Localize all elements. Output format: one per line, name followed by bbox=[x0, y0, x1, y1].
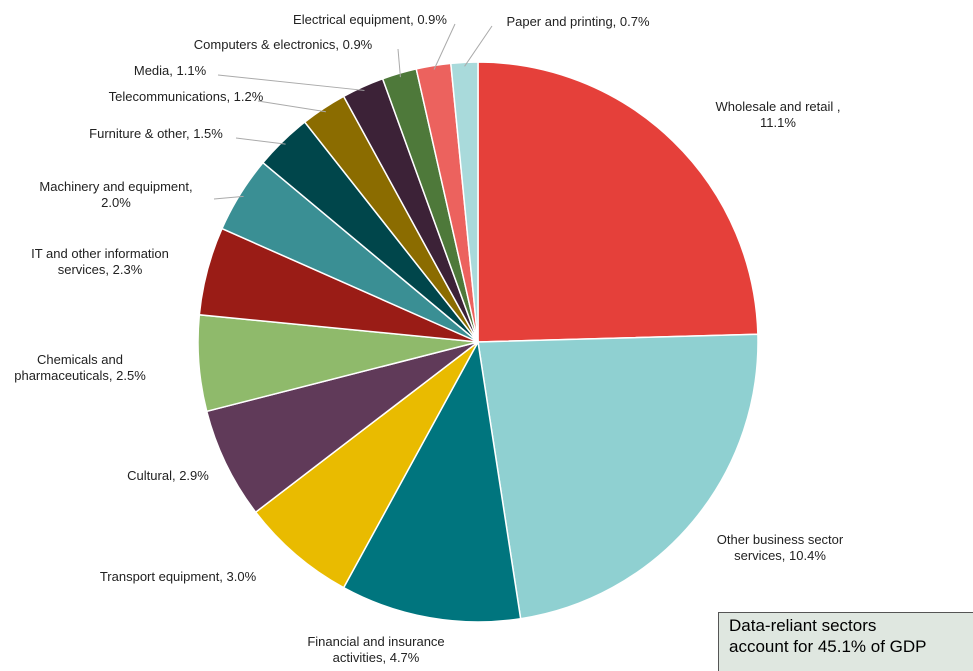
annotation: Data-reliant sectors account for 45.1% o… bbox=[718, 612, 973, 671]
slice-label: Chemicals and pharmaceuticals, 2.5% bbox=[14, 352, 146, 383]
slice-label: Paper and printing, 0.7% bbox=[506, 14, 650, 29]
slice-label: Other business sector services, 10.4% bbox=[716, 532, 844, 563]
slice-label: Transport equipment, 3.0% bbox=[99, 569, 257, 584]
leader-line bbox=[217, 74, 365, 91]
slice-label: Electrical equipment, 0.9% bbox=[293, 12, 447, 27]
pie-slice bbox=[342, 339, 522, 623]
pie-slice bbox=[205, 341, 479, 514]
leader-line bbox=[257, 100, 326, 113]
slice-label: Computers & electronics, 0.9% bbox=[193, 37, 373, 52]
slice-label: Financial and insurance activities, 4.7% bbox=[307, 634, 445, 665]
slice-label: IT and other information services, 2.3% bbox=[31, 246, 169, 277]
leader-line bbox=[235, 137, 286, 145]
pie-slice bbox=[449, 61, 479, 343]
slice-label: Cultural, 2.9% bbox=[127, 468, 209, 483]
leader-line bbox=[213, 195, 244, 200]
slice-label: Media, 1.1% bbox=[133, 63, 207, 78]
leader-line bbox=[464, 25, 493, 67]
slice-label: Telecommunications, 1.2% bbox=[108, 89, 264, 104]
pie-slice bbox=[477, 61, 759, 343]
slice-label: Machinery and equipment, 2.0% bbox=[39, 179, 193, 210]
pie-slice bbox=[254, 341, 479, 589]
leader-line bbox=[397, 48, 401, 78]
pie-slice bbox=[477, 333, 759, 620]
leader-line bbox=[433, 23, 456, 70]
slice-label: Wholesale and retail , 11.1% bbox=[715, 99, 841, 130]
slice-label: Furniture & other, 1.5% bbox=[89, 126, 223, 141]
